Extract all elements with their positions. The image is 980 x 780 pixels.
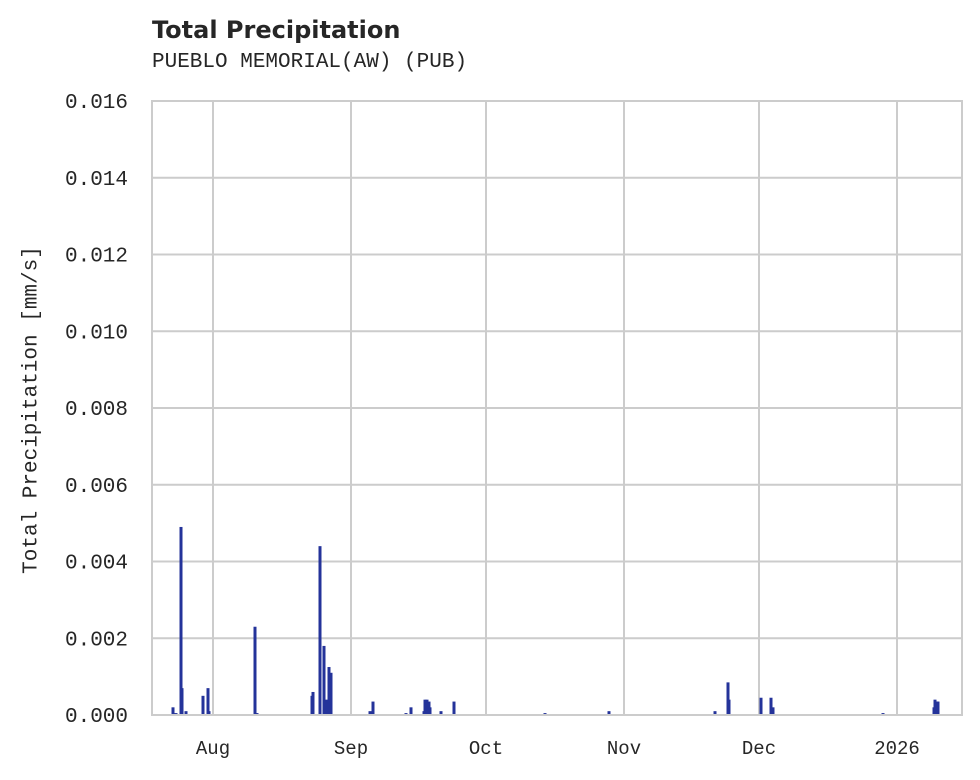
precip-bar — [452, 701, 456, 715]
precip-bar — [713, 711, 717, 715]
precip-bar — [184, 711, 188, 715]
y-tick-label: 0.008 — [65, 399, 128, 422]
x-tick-label: Aug — [196, 738, 230, 760]
precip-bar — [936, 701, 940, 715]
chart-subtitle: PUEBLO MEMORIAL(AW) (PUB) — [152, 51, 468, 74]
precip-bar — [311, 691, 315, 715]
precip-bar — [371, 701, 375, 715]
precip-bar — [607, 711, 611, 715]
y-tick-label: 0.004 — [65, 553, 128, 576]
precip-bar — [201, 695, 205, 715]
precip-bar — [206, 688, 210, 715]
y-tick-label: 0.016 — [65, 92, 128, 115]
y-tick-label: 0.012 — [65, 246, 128, 269]
gridlines — [152, 100, 962, 716]
precip-bar — [769, 697, 773, 715]
precip-bar — [439, 711, 443, 715]
x-tick-label: Dec — [742, 738, 776, 760]
precip-bar — [726, 682, 730, 715]
precip-bar — [727, 699, 731, 715]
precip-bar — [771, 707, 775, 715]
precip-bar — [180, 688, 184, 715]
y-tick-label: 0.010 — [65, 322, 128, 345]
precip-bar — [322, 645, 326, 715]
x-tick-label: 2026 — [874, 738, 920, 760]
precip-bar — [253, 626, 257, 715]
y-tick-label: 0.006 — [65, 476, 128, 499]
y-tick-label: 0.014 — [65, 169, 128, 192]
precip-bar — [759, 697, 763, 715]
precip-bar — [368, 711, 372, 715]
precip-bar — [423, 699, 427, 715]
precip-bar — [327, 667, 331, 715]
x-axis-ticks: Aug Sep Oct Nov Dec 2026 — [196, 738, 920, 760]
precip-bar — [171, 707, 175, 715]
data-bars — [171, 526, 940, 715]
plot-frame — [151, 100, 963, 716]
x-tick-label: Sep — [334, 738, 368, 760]
precip-bar — [329, 672, 333, 715]
precip-bar — [324, 699, 328, 715]
y-tick-label: 0.000 — [65, 706, 128, 729]
precip-bar — [207, 711, 211, 715]
x-tick-label: Nov — [607, 738, 641, 760]
precip-bar — [318, 546, 322, 715]
precip-bar — [409, 707, 413, 715]
precip-bar — [933, 699, 937, 715]
y-axis-ticks: 0.000 0.002 0.004 0.006 0.008 0.010 0.012 0.014… — [65, 92, 128, 729]
precip-bar — [179, 526, 183, 715]
x-tick-label: Oct — [469, 738, 503, 760]
precip-bar — [425, 699, 429, 715]
y-tick-label: 0.002 — [65, 629, 128, 652]
precip-bar — [428, 707, 432, 715]
chart-title: Total Precipitation — [152, 16, 401, 44]
